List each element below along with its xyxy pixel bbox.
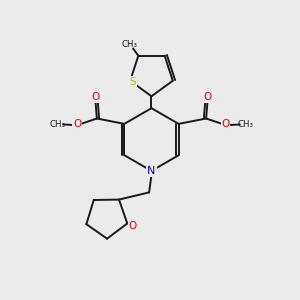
Text: CH₃: CH₃	[237, 120, 253, 129]
Text: O: O	[91, 92, 100, 102]
Text: O: O	[203, 92, 212, 102]
Text: CH₃: CH₃	[50, 120, 66, 129]
Text: CH₃: CH₃	[122, 40, 138, 50]
Text: N: N	[147, 166, 156, 176]
Text: O: O	[73, 119, 82, 130]
Text: O: O	[128, 220, 137, 231]
Text: O: O	[221, 119, 230, 130]
Text: S: S	[129, 77, 136, 87]
